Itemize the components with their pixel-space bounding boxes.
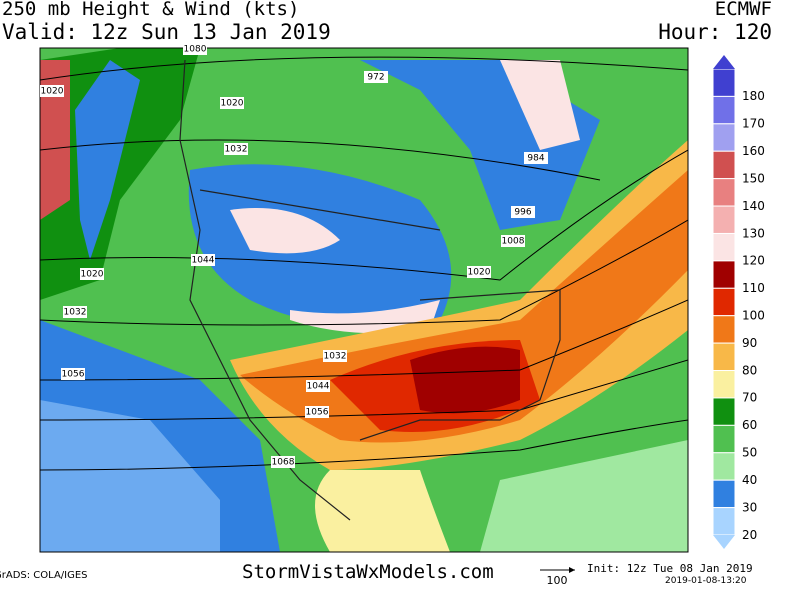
model: ECMWF <box>715 0 772 20</box>
init-time: Init: 12z Tue 08 Jan 2019 <box>587 562 753 575</box>
colorbar-box <box>712 315 736 344</box>
contour-label: 1044 <box>307 382 330 392</box>
colorbar-label: 100 <box>742 309 765 323</box>
contour-label: 996 <box>514 208 531 218</box>
colorbar-box <box>712 178 736 207</box>
colorbar-box <box>712 95 736 125</box>
colorbar-label: 150 <box>742 171 765 185</box>
label-bg <box>511 206 535 218</box>
colorbar-box <box>712 287 736 317</box>
colorbar-top <box>713 55 735 69</box>
contour-label: 984 <box>527 154 544 164</box>
scale-label: 100 <box>547 574 568 587</box>
title: 250 mb Height & Wind (kts) <box>2 0 299 20</box>
contour-label: 1020 <box>41 87 64 97</box>
colorbar-box <box>712 370 736 399</box>
label-bg <box>183 43 207 55</box>
colorbar-box <box>712 260 736 289</box>
contour-label: 1032 <box>64 308 87 318</box>
colorbar-box <box>712 123 736 152</box>
contour-labels: 1080 1020 1020 972 984 996 1008 1020 1032 1044 102… <box>40 43 548 468</box>
colorbar-label: 90 <box>742 336 757 350</box>
colorbar-label: 140 <box>742 199 765 213</box>
label-bg <box>61 368 85 380</box>
colorbar-box <box>712 342 736 372</box>
colorbar-bottom <box>713 535 735 549</box>
contour-label: 1056 <box>306 408 329 418</box>
map <box>39 47 689 553</box>
contour-label: 1008 <box>502 237 525 247</box>
colorbar-label: 40 <box>742 473 757 487</box>
colorbar-label: 110 <box>742 281 765 295</box>
colorbar-label: 130 <box>742 226 765 240</box>
label-bg <box>306 380 330 392</box>
scale-arrowhead <box>569 567 575 573</box>
label-bg <box>305 406 329 418</box>
colorbar-box <box>712 507 736 536</box>
colorbar-box <box>712 452 736 481</box>
label-bg <box>80 268 104 280</box>
colorbar-label: 170 <box>742 117 765 131</box>
colorbar: 180 170 160 150 140 130 120 110 100 90 80 70 60 50 40 3… <box>712 55 765 549</box>
valid-time: Valid: 12z Sun 13 Jan 2019 <box>2 20 331 44</box>
colorbar-label: 20 <box>742 528 757 542</box>
contour-label: 1020 <box>81 270 104 280</box>
colorbar-label: 180 <box>742 89 765 103</box>
colorbar-box <box>712 150 736 180</box>
contour-label: 1056 <box>62 370 85 380</box>
contour-label: 972 <box>367 73 384 83</box>
label-bg <box>323 350 347 362</box>
contour-label: 1032 <box>225 145 248 155</box>
colorbar-box <box>712 397 736 426</box>
label-bg <box>220 97 244 109</box>
colorbar-label: 60 <box>742 418 757 432</box>
colorbar-box <box>712 205 736 234</box>
colorbar-box <box>712 479 736 509</box>
contour-label: 1020 <box>468 268 491 278</box>
forecast-hour: Hour: 120 <box>658 20 772 44</box>
site: StormVistaWxModels.com <box>242 561 494 583</box>
credit: GrADS: COLA/IGES <box>0 570 88 581</box>
colorbar-label: 80 <box>742 363 757 377</box>
colorbar-label: 70 <box>742 391 757 405</box>
contour-label: 1032 <box>324 352 347 362</box>
label-bg <box>191 254 215 266</box>
label-bg <box>271 456 295 468</box>
timestamp: 2019-01-08-13:20 <box>665 576 747 586</box>
label-bg <box>63 306 87 318</box>
label-bg <box>224 143 248 155</box>
contour-label: 1080 <box>184 45 207 55</box>
colorbar-label: 30 <box>742 500 757 514</box>
colorbar-box <box>712 232 736 262</box>
label-bg <box>524 152 548 164</box>
label-bg <box>501 235 525 247</box>
colorbar-label: 160 <box>742 144 765 158</box>
colorbar-box <box>712 68 736 97</box>
label-bg <box>467 266 491 278</box>
label-bg <box>40 85 64 97</box>
contour-label: 1020 <box>221 99 244 109</box>
label-bg <box>364 71 388 83</box>
colorbar-label: 120 <box>742 254 765 268</box>
contour-label: 1044 <box>192 256 215 266</box>
colorbar-label: 50 <box>742 446 757 460</box>
colorbar-box <box>712 424 736 454</box>
contour-label: 1068 <box>272 458 295 468</box>
